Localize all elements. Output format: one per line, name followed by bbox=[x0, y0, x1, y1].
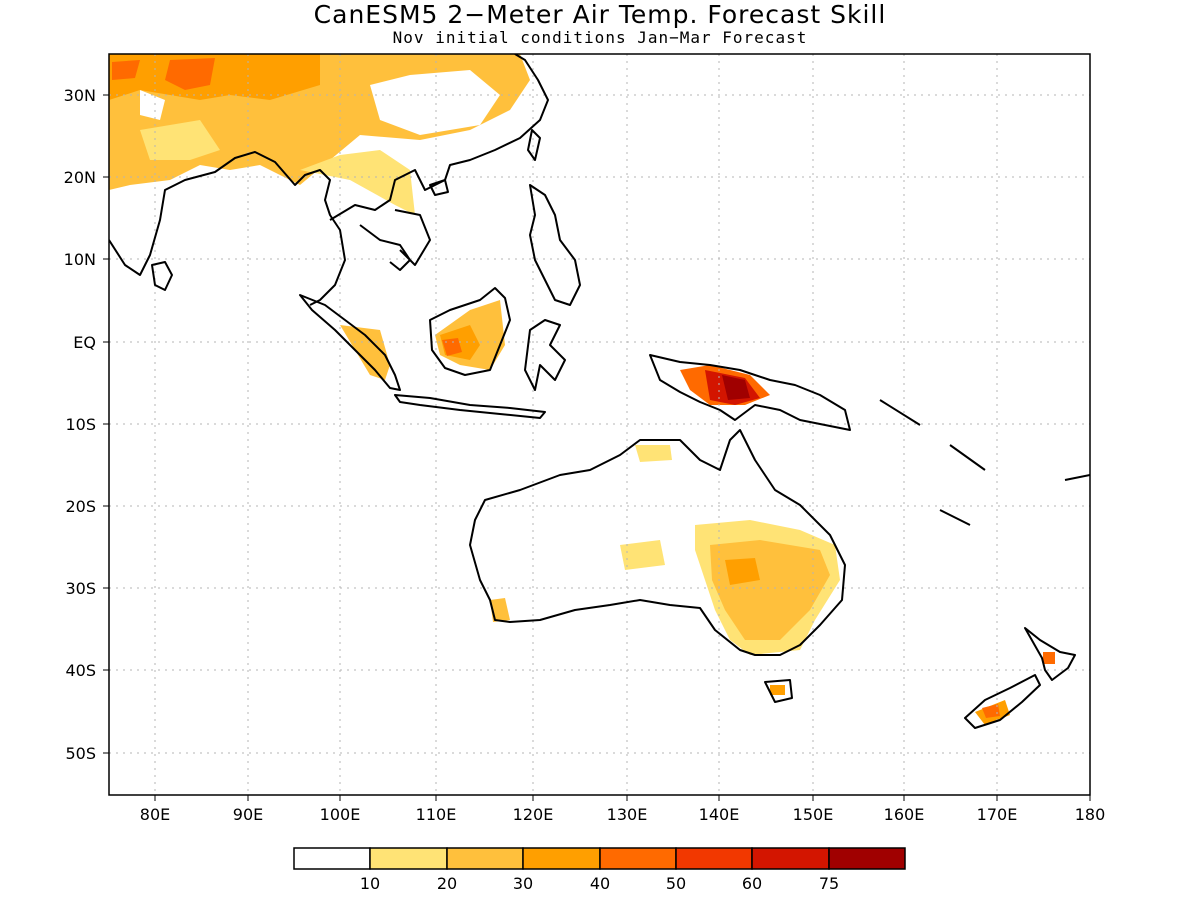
lon-label: 180 bbox=[1075, 805, 1106, 824]
coast-asia bbox=[109, 54, 549, 306]
lon-label: 150E bbox=[793, 805, 834, 824]
coast-taiwan bbox=[527, 129, 541, 161]
shade-tibet-white bbox=[370, 70, 500, 135]
lat-label: 10N bbox=[64, 250, 96, 269]
lon-label: 170E bbox=[977, 805, 1018, 824]
coastlines bbox=[109, 54, 1090, 729]
shade-new-guinea-max bbox=[722, 375, 750, 400]
color-legend: 10 20 30 40 50 60 75 bbox=[293, 847, 906, 893]
legend-swatch bbox=[751, 847, 830, 870]
lat-label: 40S bbox=[65, 661, 96, 680]
lon-label: 140E bbox=[699, 805, 740, 824]
lon-label: 90E bbox=[233, 805, 263, 824]
shade-sumatra bbox=[340, 325, 390, 380]
shade-asia-dark bbox=[109, 54, 320, 100]
coast-nz-north bbox=[1024, 627, 1076, 681]
lon-labels: 80E 90E 100E 110E 120E 130E 140E 150E 16… bbox=[140, 805, 1106, 824]
coast-philippines bbox=[529, 184, 581, 306]
shade-asia-white-b bbox=[140, 90, 165, 120]
lat-label: 30S bbox=[65, 579, 96, 598]
lat-labels: 30N 20N 10N EQ 10S 20S 30S 40S 50S bbox=[64, 86, 96, 763]
legend-label: 30 bbox=[513, 874, 533, 893]
coast-borneo bbox=[429, 287, 511, 376]
map-title: CanESM5 2−Meter Air Temp. Forecast Skill bbox=[313, 0, 887, 29]
legend-swatch bbox=[599, 847, 677, 870]
grid bbox=[109, 54, 1090, 795]
lon-label: 100E bbox=[320, 805, 361, 824]
coast-islands-pacific bbox=[879, 399, 1090, 526]
legend-swatch bbox=[369, 847, 448, 870]
lat-label: 10S bbox=[65, 415, 96, 434]
coast-java bbox=[394, 394, 546, 419]
legend-swatch bbox=[675, 847, 753, 870]
lat-label: 30N bbox=[64, 86, 96, 105]
lon-ticks bbox=[154, 795, 1091, 801]
coast-nz-south bbox=[964, 674, 1041, 729]
map-subtitle: Nov initial conditions Jan−Mar Forecast bbox=[392, 28, 808, 47]
legend-swatch bbox=[522, 847, 601, 870]
lon-label: 80E bbox=[140, 805, 170, 824]
coast-tasmania bbox=[764, 679, 793, 703]
shade-asia-orange bbox=[165, 58, 215, 90]
lon-label: 120E bbox=[513, 805, 554, 824]
coast-sulawesi bbox=[524, 319, 566, 391]
lat-label: 20N bbox=[64, 168, 96, 187]
legend-swatch bbox=[293, 847, 371, 870]
shade-asia-light-b bbox=[300, 150, 415, 215]
shade-borneo-orange bbox=[442, 338, 462, 356]
shade-asia-orange-b bbox=[112, 60, 140, 80]
shade-aus-north bbox=[635, 445, 672, 462]
lat-label: 50S bbox=[65, 744, 96, 763]
lon-label: 160E bbox=[884, 805, 925, 824]
legend-label: 10 bbox=[360, 874, 380, 893]
coast-sri-lanka bbox=[151, 261, 173, 291]
shade-nz-south-dark bbox=[982, 704, 1000, 718]
legend-label: 60 bbox=[742, 874, 762, 893]
coast-indochina bbox=[359, 209, 431, 271]
legend-swatch bbox=[828, 847, 906, 870]
coast-australia bbox=[469, 429, 846, 656]
legend-label: 50 bbox=[666, 874, 686, 893]
coast-new-guinea bbox=[649, 354, 851, 431]
shade-aus-central bbox=[620, 540, 665, 570]
shade-aus-east-dark bbox=[725, 558, 760, 585]
lat-ticks bbox=[103, 94, 109, 754]
legend-label: 20 bbox=[437, 874, 457, 893]
lon-label: 130E bbox=[607, 805, 648, 824]
lat-label: 20S bbox=[65, 497, 96, 516]
shade-asia-light-a bbox=[140, 120, 220, 160]
lon-label: 110E bbox=[416, 805, 457, 824]
shade-tasmania bbox=[770, 685, 785, 695]
coast-sumatra bbox=[299, 294, 401, 391]
lat-label: EQ bbox=[73, 333, 96, 352]
shade-nz-north bbox=[1043, 652, 1055, 664]
coast-hainan bbox=[429, 179, 449, 196]
legend-label: 75 bbox=[819, 874, 839, 893]
legend-label: 40 bbox=[590, 874, 610, 893]
legend-swatch bbox=[446, 847, 524, 870]
skill-shading bbox=[109, 54, 1055, 725]
